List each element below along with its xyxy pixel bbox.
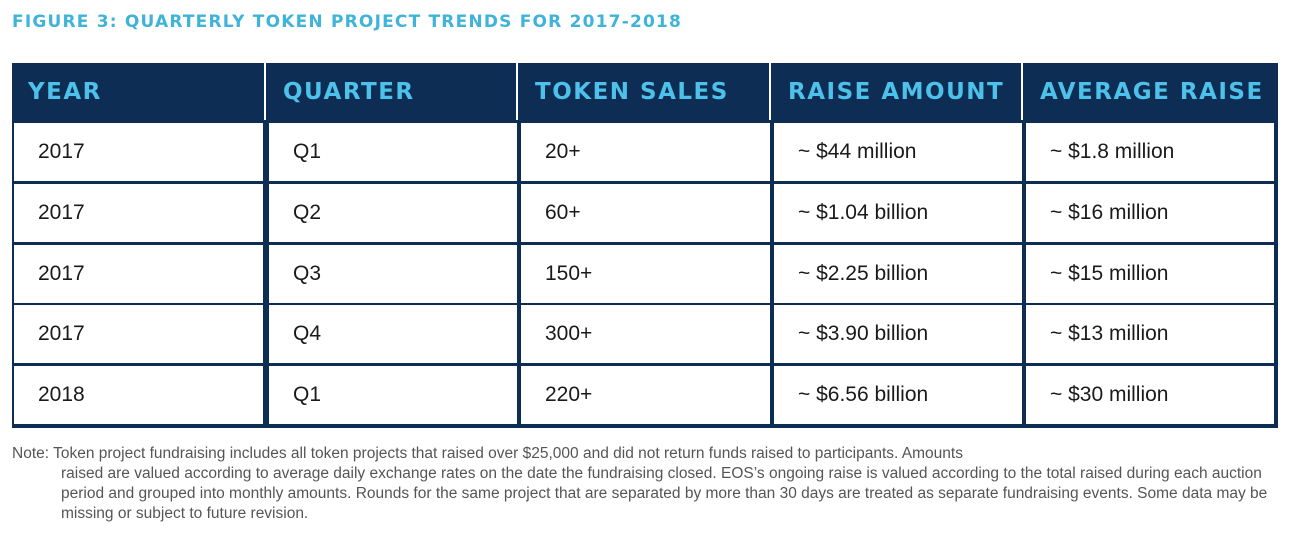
- cell-year: 2017: [14, 245, 263, 303]
- cell-raise-amount: ~ $6.56 billion: [774, 366, 1022, 424]
- footnote-continuation: raised are valued according to average d…: [61, 465, 1268, 522]
- cell-token-sales: 300+: [521, 305, 770, 363]
- cell-token-sales: 20+: [521, 123, 770, 181]
- cell-year: 2017: [14, 184, 263, 242]
- cell-raise-amount: ~ $2.25 billion: [774, 245, 1022, 303]
- cell-average-raise: ~ $16 million: [1026, 184, 1274, 242]
- column-header-quarter: QUARTER: [283, 78, 415, 105]
- footnote: Note: Token project fundraising includes…: [12, 444, 1282, 524]
- data-table: YEAR QUARTER TOKEN SALES RAISE AMOUNT AVERAG…: [12, 63, 1278, 428]
- column-header-raise-amount: RAISE AMOUNT: [788, 78, 1005, 105]
- header-divider: [264, 63, 266, 120]
- cell-token-sales: 220+: [521, 366, 770, 424]
- cell-raise-amount: ~ $44 million: [774, 123, 1022, 181]
- cell-average-raise: ~ $30 million: [1026, 366, 1274, 424]
- column-header-token-sales: TOKEN SALES: [535, 78, 729, 105]
- cell-average-raise: ~ $1.8 million: [1026, 123, 1274, 181]
- cell-average-raise: ~ $13 million: [1026, 305, 1274, 363]
- cell-quarter: Q1: [269, 366, 517, 424]
- cell-year: 2017: [14, 305, 263, 363]
- cell-quarter: Q4: [269, 305, 517, 363]
- cell-quarter: Q3: [269, 245, 517, 303]
- cell-raise-amount: ~ $3.90 billion: [774, 305, 1022, 363]
- column-header-average-raise: AVERAGE RAISE: [1040, 78, 1264, 105]
- footnote-first-line: Note: Token project fundraising includes…: [12, 445, 963, 462]
- cell-raise-amount: ~ $1.04 billion: [774, 184, 1022, 242]
- cell-average-raise: ~ $15 million: [1026, 245, 1274, 303]
- chart-title: FIGURE 3: QUARTERLY TOKEN PROJECT TRENDS…: [12, 12, 683, 32]
- cell-year: 2018: [14, 366, 263, 424]
- cell-quarter: Q1: [269, 123, 517, 181]
- header-divider: [516, 63, 518, 120]
- cell-year: 2017: [14, 123, 263, 181]
- header-divider: [1021, 63, 1023, 120]
- cell-token-sales: 150+: [521, 245, 770, 303]
- column-header-year: YEAR: [28, 78, 102, 105]
- cell-quarter: Q2: [269, 184, 517, 242]
- cell-token-sales: 60+: [521, 184, 770, 242]
- header-divider: [769, 63, 771, 120]
